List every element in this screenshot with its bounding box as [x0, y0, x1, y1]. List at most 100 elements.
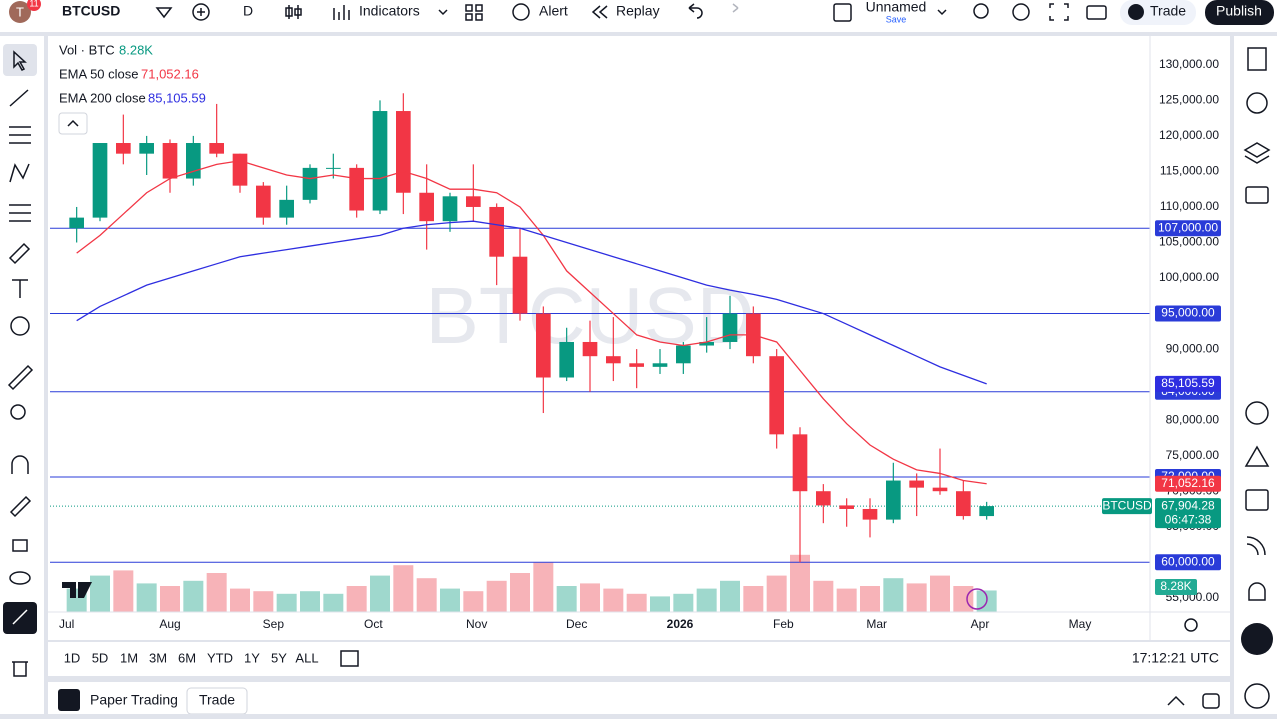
screeners[interactable] — [1245, 401, 1269, 425]
left-toolbar — [0, 36, 44, 714]
ema-line — [76, 220, 987, 385]
chats[interactable] — [1245, 186, 1269, 204]
x-tick-label: Mar — [866, 617, 887, 631]
range-button[interactable]: 3M — [149, 650, 167, 665]
volume-bar — [626, 593, 647, 612]
save-label[interactable]: Save — [886, 14, 907, 24]
paper-trading[interactable]: Paper Trading — [90, 692, 178, 708]
alert-icon[interactable] — [512, 3, 530, 21]
templates[interactable] — [465, 4, 483, 21]
forecast-tool[interactable] — [9, 204, 31, 222]
publish-label[interactable]: Publish — [1216, 3, 1262, 19]
text-tool[interactable] — [12, 279, 28, 298]
axis-settings[interactable] — [1184, 618, 1198, 632]
y-tick-label: 125,000.00 — [1159, 93, 1219, 107]
zoom-tool[interactable] — [10, 404, 26, 420]
x-tick-label: Sep — [263, 617, 285, 631]
candle-body — [979, 506, 994, 517]
interval[interactable]: D — [243, 3, 253, 19]
help[interactable] — [1244, 683, 1270, 709]
indicators[interactable]: Indicators — [359, 3, 420, 19]
range-button[interactable]: 1Y — [244, 650, 260, 665]
candle-body — [69, 217, 84, 229]
symbol[interactable]: BTCUSD — [62, 3, 120, 19]
range-button[interactable]: 5Y — [271, 650, 287, 665]
indicators-icon[interactable] — [333, 5, 350, 20]
data-window[interactable] — [1243, 142, 1271, 164]
tv-icon — [1128, 4, 1144, 20]
fullscreen[interactable] — [1049, 3, 1069, 21]
visibility-tool[interactable] — [9, 571, 31, 585]
layout-name[interactable]: Unnamed — [866, 0, 927, 15]
date-range-icon[interactable] — [340, 650, 359, 667]
x-tick-label: May — [1069, 617, 1092, 631]
dropdown[interactable] — [937, 9, 947, 16]
brush-tool[interactable] — [8, 242, 31, 265]
watchlist[interactable] — [1247, 47, 1267, 71]
chevron — [67, 119, 79, 127]
ema-tag — [1155, 375, 1221, 392]
ruler-tool[interactable] — [7, 364, 34, 391]
search[interactable] — [973, 3, 989, 19]
calendar[interactable] — [1245, 489, 1269, 511]
trendline-tool[interactable] — [9, 89, 29, 107]
expand-panel[interactable] — [1167, 695, 1185, 706]
dropdown[interactable] — [438, 9, 448, 16]
volume-bar — [883, 578, 904, 612]
pine[interactable] — [1244, 445, 1270, 467]
collapse-legend[interactable] — [58, 112, 88, 135]
avatar[interactable] — [9, 1, 31, 23]
trash-tool[interactable] — [12, 661, 28, 677]
chart-type[interactable] — [285, 5, 302, 19]
range-button[interactable]: 5D — [92, 650, 109, 665]
apps[interactable] — [1241, 623, 1273, 655]
candle-body — [162, 143, 178, 179]
candle-body — [932, 487, 948, 492]
lightning[interactable] — [966, 588, 988, 610]
hline-tag — [1155, 220, 1221, 237]
symbol-tag — [1102, 498, 1152, 515]
range-button[interactable]: 6M — [178, 650, 196, 665]
candle-body — [629, 363, 644, 367]
footer-trade[interactable]: Trade — [199, 692, 235, 708]
volume-bar — [160, 586, 180, 612]
candle-body — [372, 111, 388, 211]
candle-body — [209, 143, 224, 154]
draw-mode-tool[interactable] — [9, 495, 32, 518]
publish-button[interactable] — [1205, 0, 1274, 25]
alert[interactable]: Alert — [539, 3, 568, 19]
pattern-tool[interactable] — [9, 163, 30, 183]
last-price-label: 67,904.28 — [1161, 498, 1215, 512]
news[interactable] — [1246, 536, 1266, 556]
range-button[interactable]: ALL — [295, 650, 318, 665]
range-bar — [48, 642, 1230, 676]
x-tick-label: Apr — [971, 617, 990, 631]
replay[interactable]: Replay — [616, 3, 660, 19]
candle-body — [816, 491, 831, 506]
redo — [732, 3, 739, 13]
maximize-panel[interactable] — [1202, 693, 1220, 709]
snapshot[interactable] — [1086, 5, 1107, 20]
range-button[interactable]: YTD — [207, 650, 233, 665]
layout-icon[interactable] — [833, 3, 852, 22]
cursor-tool[interactable] — [3, 44, 37, 76]
replay-icon[interactable] — [591, 5, 608, 19]
y-tick-label: 130,000.00 — [1159, 57, 1219, 71]
candle-body — [606, 356, 621, 364]
fib-tool[interactable] — [9, 126, 31, 144]
range-button[interactable]: 1M — [120, 650, 138, 665]
magnet-tool[interactable] — [11, 455, 29, 474]
tv-logo — [62, 582, 92, 598]
last-price-tag — [1155, 498, 1221, 529]
volume-bar — [393, 565, 414, 612]
symbol-icon[interactable] — [155, 7, 173, 19]
settings[interactable] — [1012, 3, 1030, 21]
lock-tool[interactable] — [12, 539, 28, 552]
notifications[interactable] — [1248, 582, 1266, 601]
emoji-tool[interactable] — [10, 316, 30, 336]
alerts[interactable] — [1246, 92, 1268, 114]
trade-label[interactable]: Trade — [1150, 3, 1186, 19]
compare-button[interactable] — [192, 3, 210, 21]
undo[interactable] — [688, 3, 703, 19]
range-button[interactable]: 1D — [64, 650, 81, 665]
